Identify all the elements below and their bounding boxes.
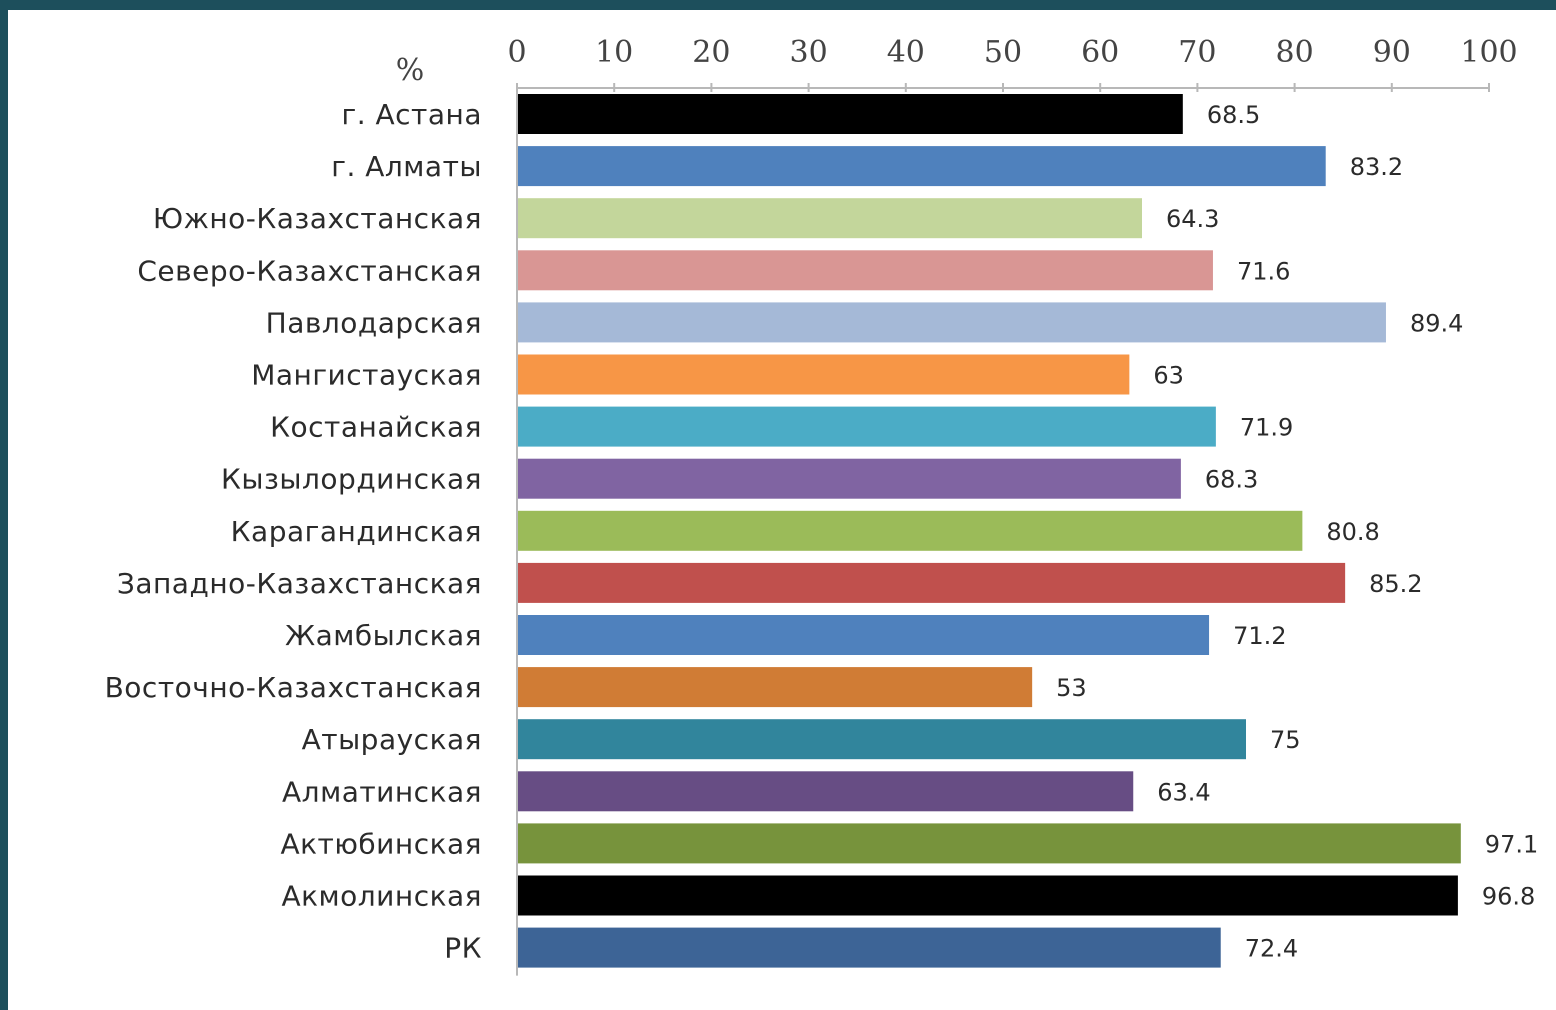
x-tick-label: 70 bbox=[1178, 35, 1216, 70]
x-tick-label: 50 bbox=[984, 35, 1022, 70]
category-label: Костанайская bbox=[270, 411, 482, 444]
data-label: 97.1 bbox=[1485, 830, 1538, 858]
bar bbox=[518, 615, 1210, 655]
bar bbox=[518, 146, 1326, 187]
bar bbox=[518, 719, 1246, 760]
data-label: 71.6 bbox=[1237, 257, 1290, 285]
bar bbox=[518, 94, 1183, 134]
x-tick-label: 0 bbox=[507, 35, 526, 70]
data-label: 89.4 bbox=[1410, 309, 1463, 337]
bar bbox=[518, 458, 1181, 499]
x-tick-label: 80 bbox=[1276, 35, 1314, 70]
category-label: Акмолинская bbox=[281, 880, 482, 913]
category-label: Кызылординская bbox=[221, 463, 482, 496]
x-tick-label: 60 bbox=[1081, 35, 1119, 70]
bar bbox=[518, 823, 1461, 864]
data-label: 68.5 bbox=[1207, 101, 1260, 129]
bar bbox=[518, 406, 1216, 447]
data-label: 63 bbox=[1153, 362, 1184, 390]
data-label: 72.4 bbox=[1245, 935, 1298, 963]
data-label: 80.8 bbox=[1326, 518, 1379, 546]
category-label: Карагандинская bbox=[231, 515, 482, 548]
data-label: 64.3 bbox=[1166, 205, 1219, 233]
data-label: 53 bbox=[1056, 674, 1087, 702]
category-labels: г. Астана г. Алматы Южно-Казахстанская Севе… bbox=[105, 98, 482, 965]
bar bbox=[518, 562, 1346, 603]
x-tick-label: 30 bbox=[790, 35, 828, 70]
bar bbox=[518, 250, 1213, 291]
data-label: 71.2 bbox=[1233, 622, 1286, 650]
bar bbox=[518, 667, 1033, 708]
category-label: г. Астана bbox=[342, 98, 483, 131]
unit-label: % bbox=[396, 53, 425, 88]
category-label: Жамбылская bbox=[285, 619, 482, 652]
bar bbox=[518, 875, 1458, 916]
category-label: Павлодарская bbox=[266, 306, 482, 339]
bar bbox=[518, 927, 1221, 968]
category-label: Северо-Казахстанская bbox=[137, 254, 482, 287]
category-label: Южно-Казахстанская bbox=[153, 202, 482, 235]
data-label: 68.3 bbox=[1205, 466, 1258, 494]
x-tick-label: 20 bbox=[692, 35, 730, 70]
x-axis-ticks: 0 10 20 30 40 50 60 70 80 90 100 bbox=[507, 35, 1518, 92]
data-label: 75 bbox=[1270, 726, 1301, 754]
data-label: 71.9 bbox=[1240, 414, 1293, 442]
category-label: РК bbox=[444, 932, 482, 965]
x-tick-label: 40 bbox=[887, 35, 925, 70]
value-labels: 68.5 83.2 64.3 71.6 89.4 63 71.9 68.3 80.8 85.2 71… bbox=[1056, 101, 1538, 963]
category-label: Западно-Казахстанская bbox=[117, 567, 482, 600]
category-label: г. Алматы bbox=[331, 150, 482, 183]
data-label: 83.2 bbox=[1350, 153, 1403, 181]
data-label: 63.4 bbox=[1157, 778, 1210, 806]
category-label: Актюбинская bbox=[280, 827, 482, 860]
bar bbox=[518, 302, 1386, 343]
category-label: Атырауская bbox=[302, 723, 482, 756]
bar bbox=[518, 510, 1303, 551]
category-label: Алматинская bbox=[282, 775, 482, 808]
category-label: Восточно-Казахстанская bbox=[105, 671, 482, 704]
category-label: Мангистауская bbox=[251, 359, 482, 392]
x-tick-label: 10 bbox=[595, 35, 633, 70]
chart-frame: 0 10 20 30 40 50 60 70 80 90 100 % г. Астана г. Алм… bbox=[8, 10, 1556, 1010]
data-label: 96.8 bbox=[1482, 883, 1535, 911]
bar bbox=[518, 354, 1130, 395]
bar bbox=[518, 198, 1142, 239]
bars bbox=[518, 94, 1461, 968]
x-tick-label: 100 bbox=[1460, 35, 1517, 70]
bar bbox=[518, 771, 1134, 812]
data-label: 85.2 bbox=[1369, 570, 1422, 598]
bar-chart: 0 10 20 30 40 50 60 70 80 90 100 % г. Астана г. Алм… bbox=[105, 35, 1538, 976]
x-tick-label: 90 bbox=[1373, 35, 1411, 70]
